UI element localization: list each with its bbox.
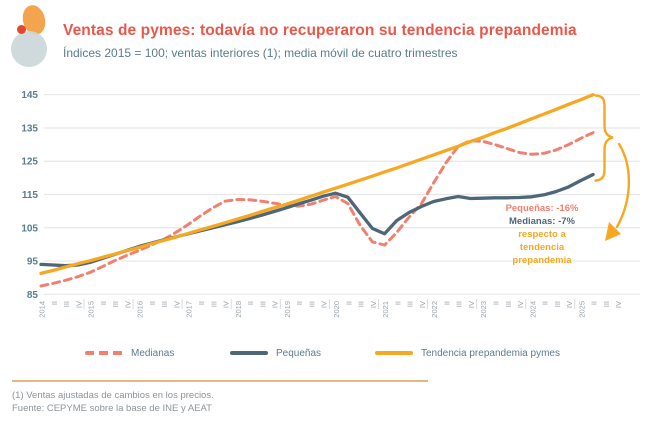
legend-swatch [375,351,413,355]
legend-label: Medianas [131,347,175,359]
arrow-head-icon [605,222,621,241]
annotation-line: prepandemia [512,255,572,266]
x-tick-label: IV [320,301,329,308]
x-tick-label: IV [516,301,525,308]
annotation-line: respecto a [518,229,566,240]
series-medianas [39,131,595,288]
x-tick-label: III [504,301,513,307]
x-tick-label: II [344,301,353,305]
logo-gray-circle [11,31,47,67]
x-tick-label: 2022 [430,301,439,318]
x-tick-label: III [258,301,267,307]
y-tick-label: 125 [21,157,38,168]
x-tick-label: II [50,301,59,305]
x-tick-label: III [111,301,120,307]
x-tick-label: II [442,301,451,305]
x-tick-label: III [455,301,464,307]
x-tick-label: IV [369,301,378,308]
x-tick-label: IV [467,301,476,308]
x-tick-label: 2021 [381,301,390,318]
x-tick-label: II [295,301,304,305]
x-tick-label: II [148,301,157,305]
x-tick-label: 2019 [283,301,292,318]
brace [594,94,614,182]
y-tick-label: 85 [27,290,39,301]
footnote-source: Fuente: CEPYME sobre la base de INE y AE… [12,403,212,414]
y-tick-label: 115 [22,190,39,201]
x-tick-label: III [602,301,611,307]
x-tick-label: II [393,301,402,305]
y-tick-label: 95 [27,257,39,268]
x-tick-label: II [541,301,550,305]
x-tick-label: II [197,301,206,305]
x-tick-label: IV [222,301,231,308]
page-subtitle: Índices 2015 = 100; ventas interiores (1… [63,46,458,60]
legend-item-medianas: Medianas [85,345,174,361]
x-tick-label: III [406,301,415,307]
x-tick-label: 2016 [136,301,145,318]
footnote-note: (1) Ventas ajustadas de cambios en los p… [12,390,214,401]
gap-annotation: Pequeñas: -16% Medianas: -7% respecto a ten… [482,202,602,267]
footer-divider [12,380,428,382]
legend-item-pequeñas: Pequeñas [230,345,321,361]
x-tick-label: 2025 [577,301,586,318]
annotation-line: Medianas: -7% [509,216,575,227]
annotation-line: tendencia [519,242,565,253]
x-tick-label: IV [271,301,280,308]
x-tick-label: II [491,301,500,305]
y-tick-label: 105 [21,223,38,234]
x-tick-label: 2020 [332,301,341,318]
x-tick-label: III [307,301,316,307]
x-tick-label: III [160,301,169,307]
x-tick-label: IV [172,301,181,308]
legend-swatch [85,351,123,355]
x-tick-label: IV [418,301,427,308]
y-tick-label: 135 [21,123,38,134]
x-tick-label: II [246,301,255,305]
x-tick-label: 2024 [528,301,537,318]
legend-swatch [230,351,268,355]
arrow-curve [615,142,631,229]
x-tick-label: III [209,301,218,307]
x-tick-label: 2015 [87,301,96,318]
annotation-line: Pequeñas: -16% [505,203,579,214]
y-tick-label: 145 [21,90,38,101]
x-tick-label: IV [614,301,623,308]
x-tick-label: 2023 [479,301,488,318]
legend-item-tendencia-prepandemia-pymes: Tendencia prepandemia pymes [375,345,560,361]
x-tick-label: IV [123,301,132,308]
legend-label: Pequeñas [276,347,322,359]
x-tick-label: IV [565,301,574,308]
x-tick-label: 2014 [38,301,47,318]
legend: Medianas Pequeñas Tendencia prepandemia py… [0,345,647,361]
page-title: Ventas de pymes: todavía no recuperaron … [63,22,577,39]
x-tick-label: II [99,301,108,305]
logo-red-dot [17,25,26,34]
x-tick-label: III [357,301,366,307]
series-tendencia-prepandemia-pymes [39,93,595,276]
x-tick-label: IV [74,301,83,308]
x-tick-label: III [62,301,71,307]
x-tick-label: III [553,301,562,307]
legend-label: Tendencia prepandemia pymes [421,347,560,359]
x-tick-label: II [590,301,599,305]
x-tick-label: 2018 [234,301,243,318]
x-tick-label: 2017 [185,301,194,318]
